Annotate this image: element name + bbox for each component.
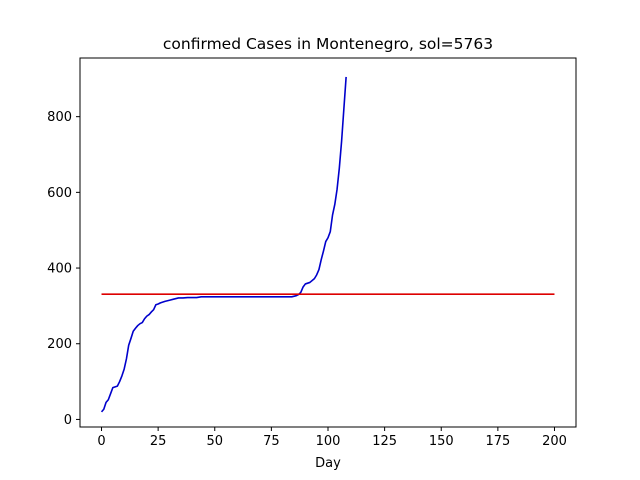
x-tick-label: 50 — [206, 434, 223, 449]
chart-title: confirmed Cases in Montenegro, sol=5763 — [163, 35, 493, 53]
x-tick-label: 25 — [150, 434, 167, 449]
y-tick-label: 400 — [47, 262, 72, 277]
y-tick-label: 200 — [47, 337, 72, 352]
x-axis-label: Day — [315, 456, 341, 471]
y-tick-label: 800 — [47, 110, 72, 125]
x-tick-label: 0 — [97, 434, 105, 449]
x-tick-label: 175 — [485, 434, 510, 449]
y-axis: 0 200 400 600 800 — [47, 110, 80, 428]
x-tick-label: 150 — [429, 434, 454, 449]
x-tick-label: 75 — [263, 434, 280, 449]
x-tick-label: 100 — [316, 434, 341, 449]
series-layer — [100, 76, 555, 413]
y-tick-label: 0 — [64, 413, 72, 428]
x-axis: 0 25 50 75 100 125 150 175 200 — [97, 427, 567, 449]
x-tick-label: 125 — [372, 434, 397, 449]
series-line-0 — [100, 76, 347, 413]
y-tick-label: 600 — [47, 186, 72, 201]
x-tick-label: 200 — [542, 434, 567, 449]
